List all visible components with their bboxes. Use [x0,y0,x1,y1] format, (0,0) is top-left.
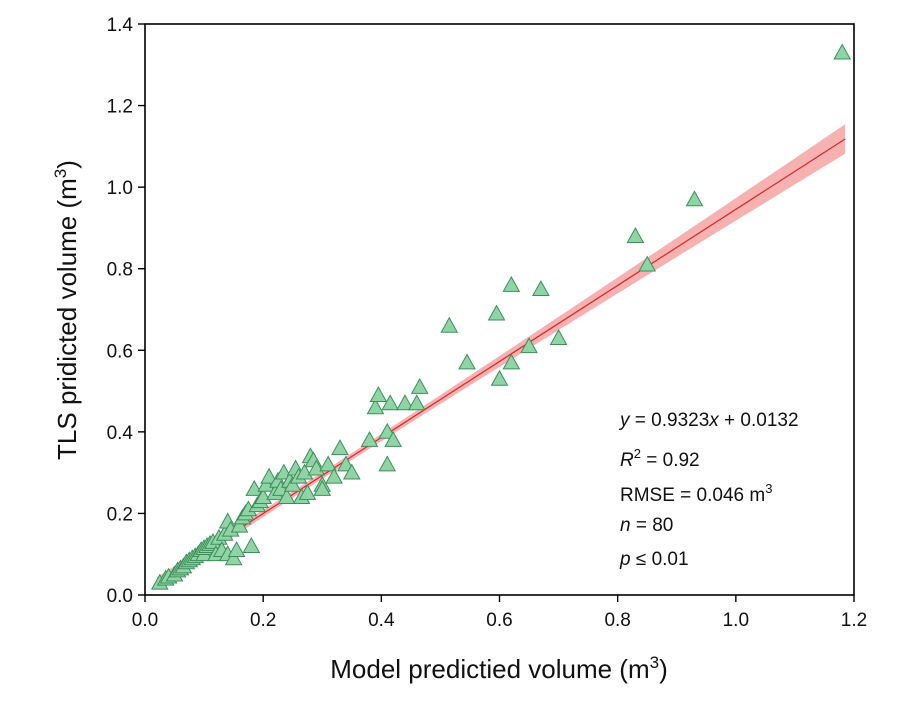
x-tick-label: 0.2 [250,610,276,631]
data-point [342,463,361,480]
data-point [366,398,385,415]
data-point [325,467,343,484]
data-point [685,190,704,207]
data-point [224,549,243,566]
y-axis-ticks: 0.0 0.2 0.4 0.6 0.8 1.0 1.2 1.4 [107,15,145,607]
y-tick-label: 0.2 [107,504,133,525]
x-axis-title-sup: 3 [650,653,659,672]
regression-equation: y = 0.9323x + 0.0132 [618,410,799,431]
n-symbol: n [620,515,631,536]
y-tick-label: 1.2 [107,97,133,118]
data-point [242,537,261,553]
data-point [502,275,521,292]
data-point [298,484,317,500]
data-point [227,541,246,558]
y-tick-label: 0.4 [107,423,134,444]
data-point [378,455,397,472]
y-tick-label: 1.0 [107,178,133,199]
rmse-sup: 3 [765,481,772,496]
x-tick-label: 0.6 [486,610,512,631]
data-points [150,43,852,590]
r-symbol: R [620,450,634,471]
data-point [440,316,459,333]
data-point [396,394,414,411]
stats-annotation: y = 0.9323x + 0.0132 R2 = 0.92 RMSE = 0.… [618,410,799,570]
data-point [490,369,509,386]
data-point [487,304,506,321]
p-value: p ≤ 0.01 [619,549,689,570]
x-axis-ticks: 0.0 0.2 0.4 0.6 0.8 1.0 1.2 [132,595,867,631]
data-point [277,488,296,505]
x-tick-label: 0.0 [132,610,158,631]
x-tick-label: 1.2 [841,610,867,631]
x-axis-title: Model predictied volume (m3) [330,653,668,684]
data-point [532,280,550,297]
rmse: RMSE = 0.046 m3 [620,481,772,506]
data-point [549,329,568,345]
data-point [381,394,400,411]
r-value: = 0.92 [641,450,700,471]
y-tick-label: 0.0 [107,586,133,607]
eq-slope: = 0.9323 [630,410,710,431]
y-axis-title: TLS pridicted volume (m3) [51,160,82,460]
data-point [283,475,302,492]
data-point [626,227,645,243]
eq-x-symbol: x [708,410,720,431]
y-tick-label: 0.6 [107,341,133,362]
p-value-text: ≤ 0.01 [631,549,689,570]
x-axis-title-end: ) [659,654,668,684]
data-point [313,479,332,496]
data-point [260,467,278,484]
data-point [369,386,388,403]
y-axis-title-main: TLS pridicted volume (m [52,178,82,460]
data-point [407,394,426,411]
x-tick-label: 1.0 [723,610,749,631]
regression-line [156,138,846,583]
data-point [638,255,657,272]
data-point [230,516,249,533]
data-point [410,377,429,394]
y-tick-label: 1.4 [107,15,134,36]
n-value: = 80 [631,515,674,536]
p-symbol: p [619,549,631,570]
data-point [319,455,338,472]
data-point [360,430,379,447]
rmse-value: RMSE = 0.046 m [620,485,765,506]
data-point [833,43,852,60]
data-point [384,430,402,447]
sample-size: n = 80 [620,515,673,536]
eq-y-symbol: y [618,410,631,431]
y-axis-title-sup: 3 [51,169,70,178]
data-point [502,353,521,370]
x-tick-label: 0.4 [368,610,395,631]
y-tick-label: 0.8 [107,260,133,281]
r-squared: R2 = 0.92 [620,446,700,471]
data-point [520,337,538,354]
x-axis-title-main: Model predictied volume (m [330,654,649,684]
data-point [331,439,349,456]
y-axis-title-end: ) [52,160,82,169]
r-sup: 2 [634,446,641,461]
x-tick-label: 0.8 [604,610,630,631]
data-point [458,353,476,370]
eq-intercept: + 0.0132 [719,410,799,431]
